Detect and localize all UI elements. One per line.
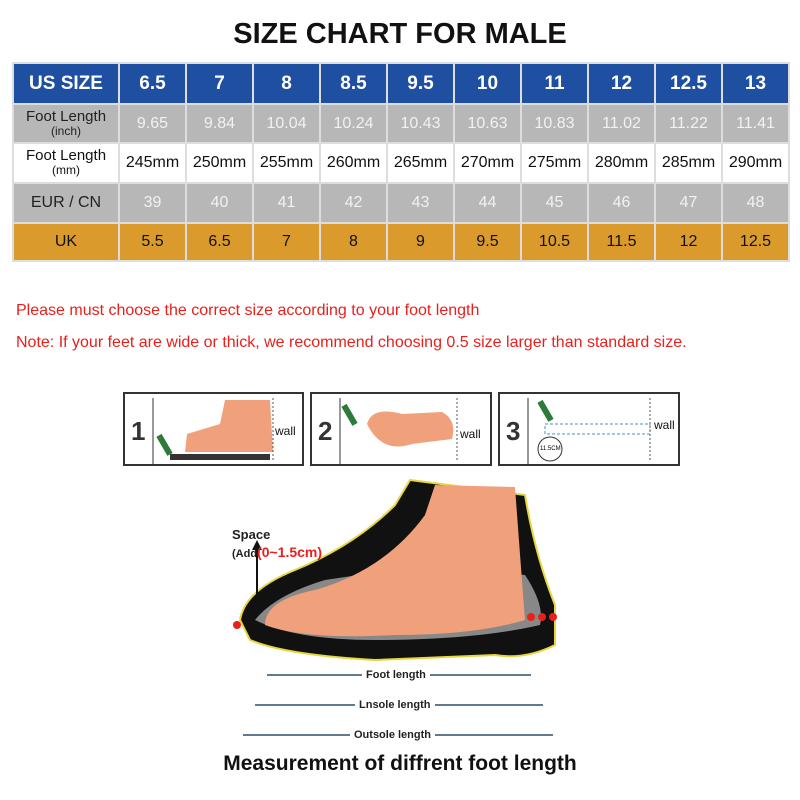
table-cell: 13 (721, 62, 790, 105)
table-cell: 270mm (453, 142, 522, 184)
table-cell: 41 (252, 182, 321, 224)
space-label: Space (232, 527, 271, 542)
table-cell: 45 (520, 182, 589, 224)
row-header: Foot Length (mm) (12, 142, 120, 184)
row-eur-cn: EUR / CN 39 40 41 42 43 44 45 46 47 48 (12, 182, 790, 224)
step-number: 2 (318, 416, 333, 446)
wall-label: wall (654, 418, 675, 432)
table-cell: 6.5 (118, 62, 187, 105)
table-cell: 11.22 (654, 103, 723, 144)
table-cell: 10.63 (453, 103, 522, 144)
ruler-label: 11.5CM (540, 446, 561, 452)
table-cell: 260mm (319, 142, 388, 184)
table-cell: 40 (185, 182, 254, 224)
row-foot-length-mm: Foot Length (mm) 245mm 250mm 255mm 260mm 265mm… (12, 142, 790, 184)
wide-feet-note: Note: If your feet are wide or thick, we… (16, 334, 687, 351)
table-cell: 245mm (118, 142, 187, 184)
table-cell: 9.84 (185, 103, 254, 144)
table-cell: 44 (453, 182, 522, 224)
table-cell: 10.04 (252, 103, 321, 144)
wall-label: wall (460, 427, 481, 441)
table-cell: 12.5 (721, 222, 790, 262)
table-cell: 9.65 (118, 103, 187, 144)
table-cell: 8 (252, 62, 321, 105)
ruler-icon (527, 398, 651, 464)
table-cell: 10 (453, 62, 522, 105)
table-cell: 48 (721, 182, 790, 224)
table-cell: 280mm (587, 142, 656, 184)
table-cell: 8 (319, 222, 388, 262)
row-header: Foot Length (inch) (12, 103, 120, 144)
table-cell: 39 (118, 182, 187, 224)
table-cell: 10.83 (520, 103, 589, 144)
table-cell: 9.5 (386, 62, 455, 105)
table-cell: 275mm (520, 142, 589, 184)
table-cell: 10.5 (520, 222, 589, 262)
table-cell: 6.5 (185, 222, 254, 262)
table-cell: 10.24 (319, 103, 388, 144)
table-cell: 7 (185, 62, 254, 105)
table-cell: 11.41 (721, 103, 790, 144)
outsole-length-label: Outsole length (350, 729, 435, 741)
table-cell: 285mm (654, 142, 723, 184)
diagram-caption: Measurement of diffrent foot length (223, 752, 577, 775)
foot-top-icon (339, 398, 458, 464)
shoe-foot-illustration (233, 478, 557, 736)
table-cell: 5.5 (118, 222, 187, 262)
table-cell: 47 (654, 182, 723, 224)
foot-length-label: Foot length (362, 669, 430, 681)
step-number: 3 (506, 416, 521, 446)
table-cell: 9 (386, 222, 455, 262)
step-number: 1 (131, 416, 146, 446)
size-table: US SIZE 6.5 7 8 8.5 9.5 10 11 12 12.5 13 Foot Leng… (12, 62, 790, 262)
table-cell: 11.5 (587, 222, 656, 262)
row-foot-length-inch: Foot Length (inch) 9.65 9.84 10.04 10.24 10.43… (12, 103, 790, 144)
table-cell: 10.43 (386, 103, 455, 144)
table-cell: 12.5 (654, 62, 723, 105)
table-cell: 9.5 (453, 222, 522, 262)
table-cell: 12 (654, 222, 723, 262)
row-us-size: US SIZE 6.5 7 8 8.5 9.5 10 11 12 12.5 13 (12, 62, 790, 105)
table-cell: 255mm (252, 142, 321, 184)
table-cell: 11 (520, 62, 589, 105)
row-header: US SIZE (12, 62, 120, 105)
table-cell: 7 (252, 222, 321, 262)
step-1-panel: 1 wall (123, 392, 304, 466)
table-cell: 8.5 (319, 62, 388, 105)
table-cell: 42 (319, 182, 388, 224)
wall-label: wall (275, 424, 296, 438)
table-cell: 46 (587, 182, 656, 224)
row-header: UK (12, 222, 120, 262)
row-header: EUR / CN (12, 182, 120, 224)
step-2-panel: 2 wall (310, 392, 492, 466)
table-cell: 290mm (721, 142, 790, 184)
table-cell: 12 (587, 62, 656, 105)
table-cell: 11.02 (587, 103, 656, 144)
foot-side-icon (152, 398, 274, 464)
table-cell: 265mm (386, 142, 455, 184)
step-3-panel: 3 wall 11.5CM (498, 392, 680, 466)
insole-length-label: Lnsole length (355, 699, 435, 711)
table-cell: 250mm (185, 142, 254, 184)
page-title: SIZE CHART FOR MALE (233, 18, 567, 50)
table-cell: 43 (386, 182, 455, 224)
space-add-label: (Add(0~1.5cm) (232, 544, 323, 560)
row-uk: UK 5.5 6.5 7 8 9 9.5 10.5 11.5 12 12.5 (12, 222, 790, 262)
size-note: Please must choose the correct size acco… (16, 302, 480, 319)
